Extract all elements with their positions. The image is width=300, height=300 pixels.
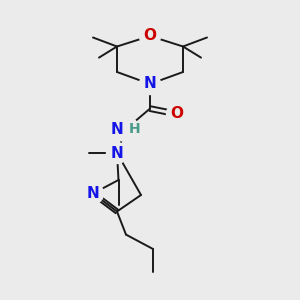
Text: N: N: [111, 146, 123, 160]
Text: O: O: [143, 28, 157, 44]
Circle shape: [106, 142, 128, 164]
Text: N: N: [87, 186, 99, 201]
Circle shape: [140, 74, 160, 94]
Circle shape: [113, 116, 139, 142]
Text: H: H: [128, 122, 140, 136]
Circle shape: [82, 183, 103, 204]
Circle shape: [140, 26, 160, 46]
Text: O: O: [170, 106, 184, 122]
Text: N: N: [144, 76, 156, 92]
Text: N: N: [110, 122, 123, 136]
Circle shape: [167, 103, 188, 124]
